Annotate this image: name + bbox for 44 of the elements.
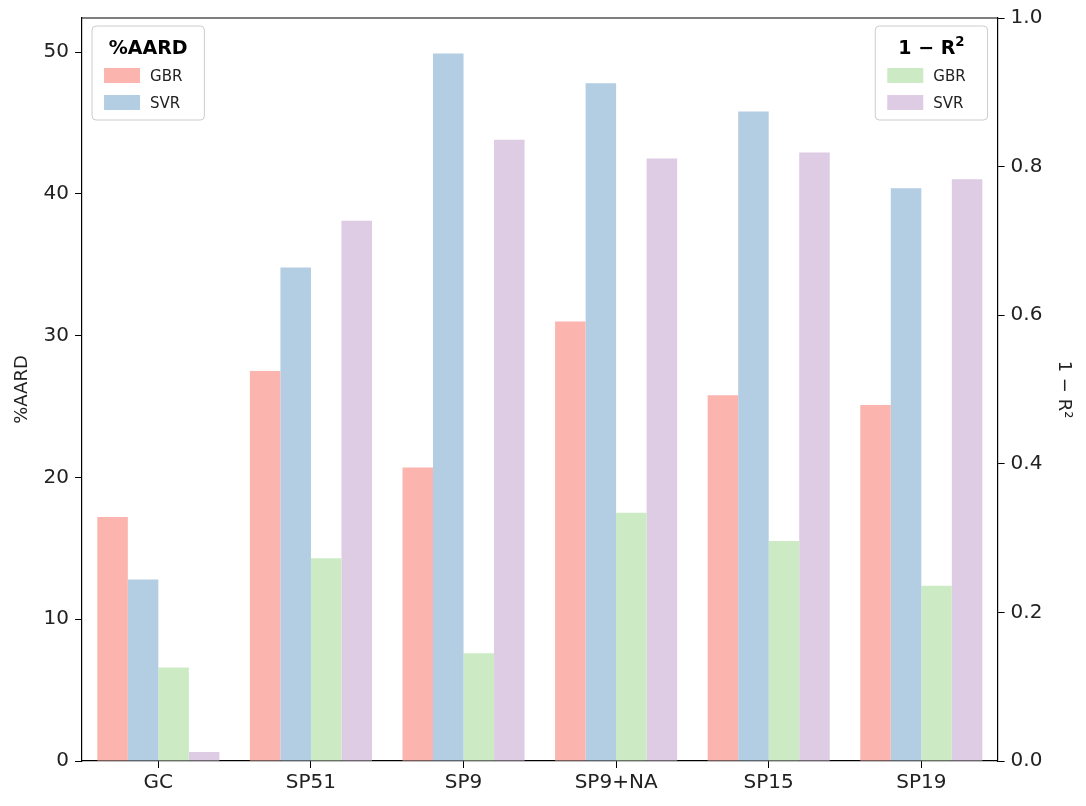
bar xyxy=(738,111,769,761)
y-axis-title: %AARD xyxy=(10,355,32,424)
legend-label: SVR xyxy=(933,94,964,112)
bar xyxy=(433,53,464,761)
legend-label: SVR xyxy=(150,94,181,112)
bar xyxy=(188,752,220,761)
x-tick-label: SP9+NA xyxy=(574,769,658,794)
bar xyxy=(494,139,525,761)
x-tick-label: SP19 xyxy=(896,769,947,794)
bar xyxy=(463,653,495,761)
bar xyxy=(890,188,922,761)
y2-tick-label: 0.0 xyxy=(1010,747,1043,772)
y2-tick-label: 0.4 xyxy=(1010,450,1043,474)
y-tick-label: 10 xyxy=(43,605,70,630)
y2-tick-label: 0.2 xyxy=(1010,598,1043,623)
legend-label: GBR xyxy=(933,67,966,85)
bar xyxy=(707,395,739,761)
y-tick-label: 50 xyxy=(43,38,70,63)
bar xyxy=(585,83,617,761)
bar xyxy=(249,371,281,761)
bar xyxy=(951,179,983,761)
y2-axis-title: 1 − R² xyxy=(1054,360,1076,419)
x-tick-label: GC xyxy=(143,769,174,794)
bar xyxy=(799,152,830,761)
bar xyxy=(280,267,311,761)
bar xyxy=(646,158,678,761)
x-tick-label: SP15 xyxy=(743,769,794,794)
x-tick-label: SP9 xyxy=(444,769,483,794)
bar xyxy=(921,585,952,761)
bar xyxy=(860,405,891,761)
bar xyxy=(341,220,372,761)
x-tick-label: SP51 xyxy=(285,769,337,794)
y-tick-label: 0 xyxy=(56,747,70,772)
bar xyxy=(555,321,586,761)
y-tick-label: 30 xyxy=(43,321,70,346)
y2-tick-label: 0.8 xyxy=(1010,152,1043,177)
y2-tick-label: 0.6 xyxy=(1010,301,1043,326)
y-tick-label: 20 xyxy=(43,463,70,488)
y2-tick-label: 1.0 xyxy=(1010,4,1043,29)
legend-label: GBR xyxy=(150,67,183,85)
text: %AARD xyxy=(108,36,188,58)
bar xyxy=(97,517,128,761)
bar xyxy=(402,467,434,761)
y-tick-label: 40 xyxy=(43,180,70,205)
